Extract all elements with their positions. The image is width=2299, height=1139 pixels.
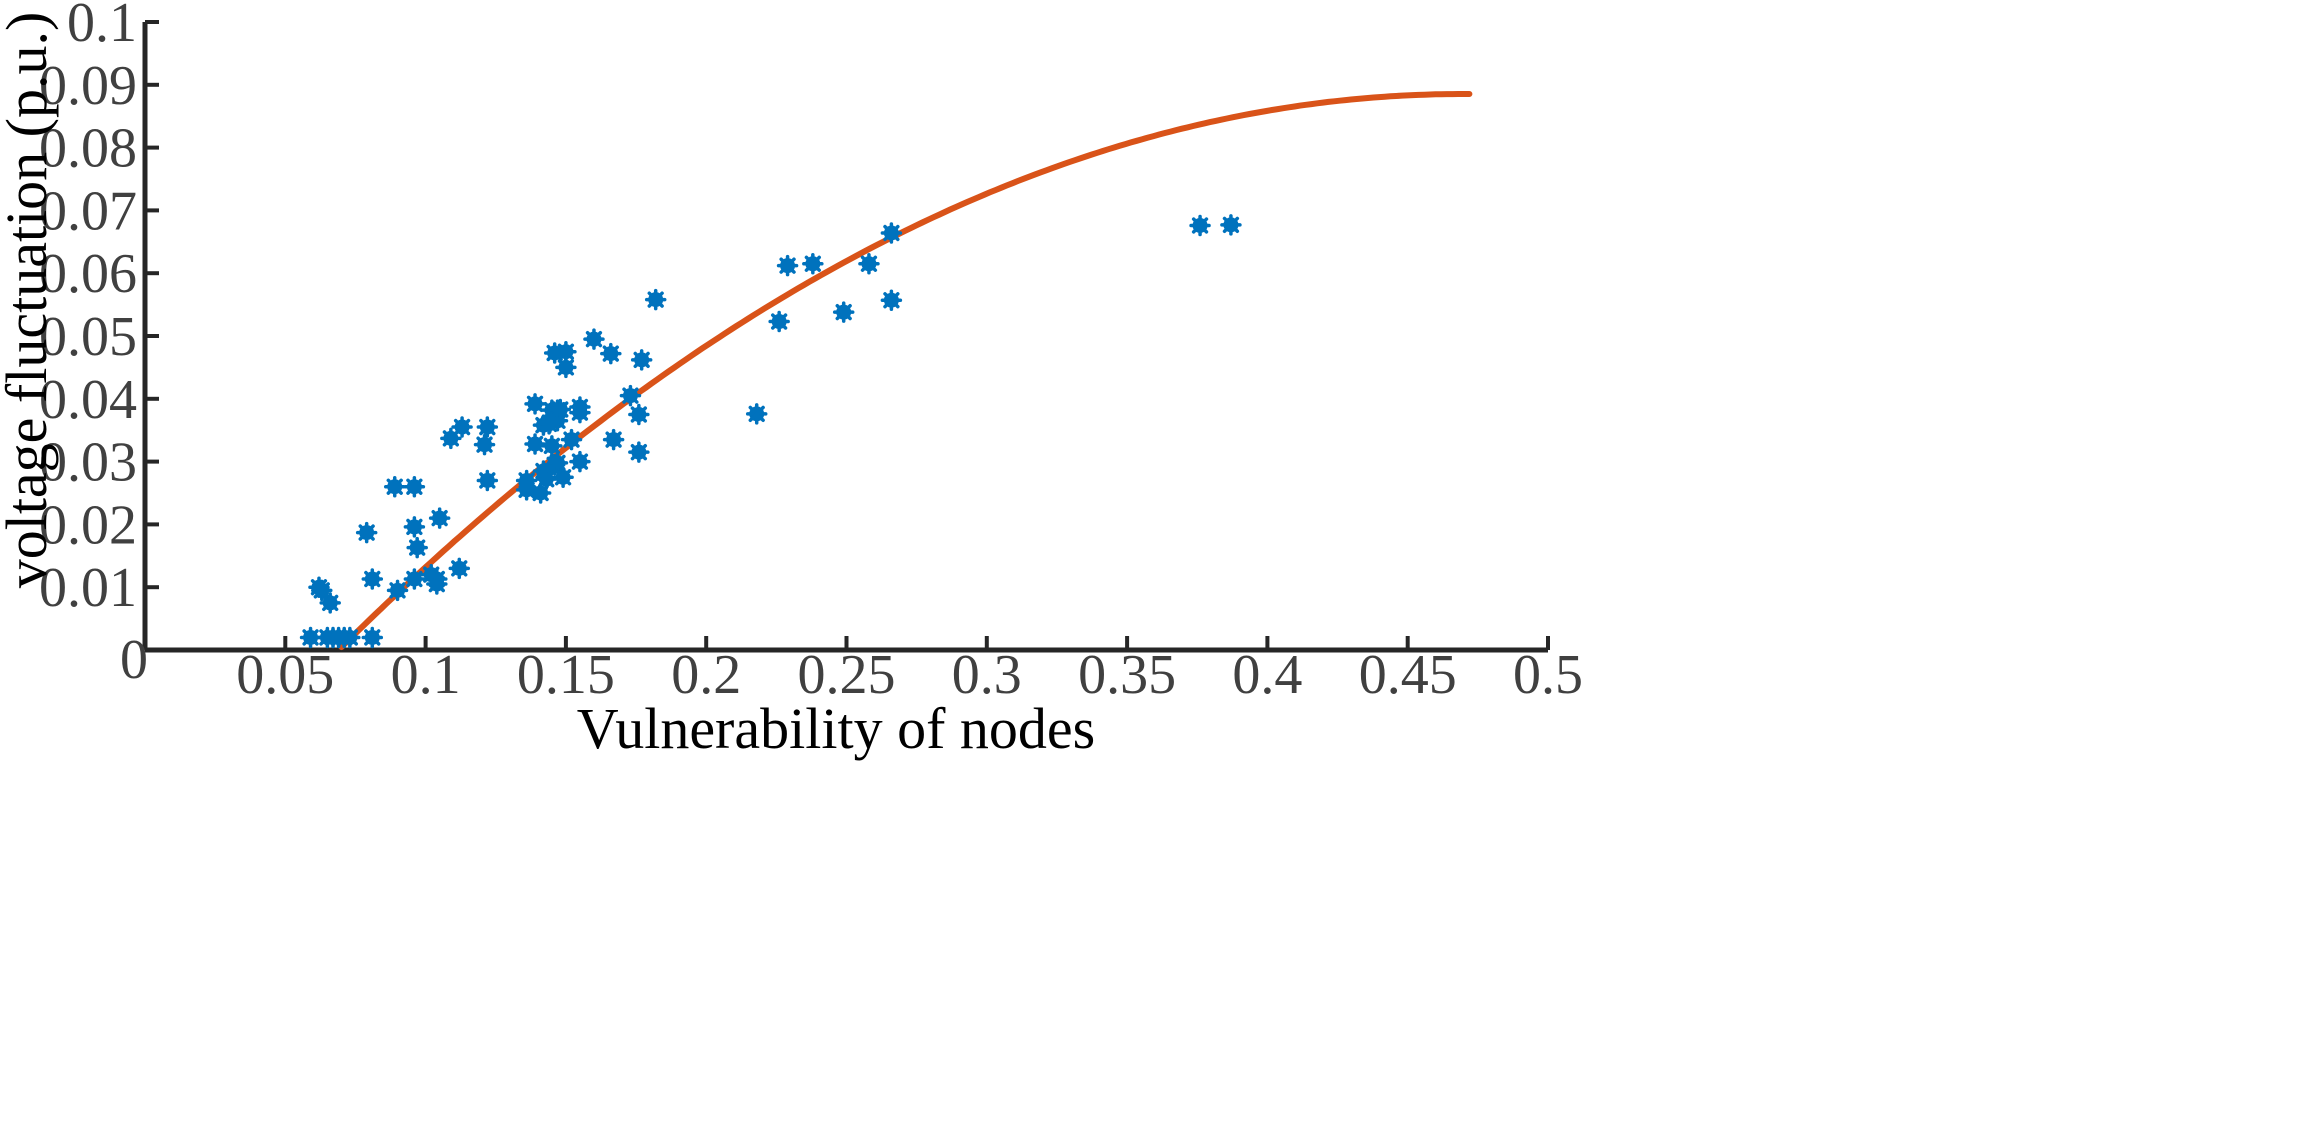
y-tick-label: 0.04	[39, 369, 137, 431]
data-point	[339, 626, 361, 649]
data-points	[299, 214, 1242, 649]
data-point	[524, 433, 546, 455]
x-ticks: 0 0.05 0.1 0.15 0.2 0.25 0.3 0.35 0.4 0.45 0.5	[120, 629, 1583, 706]
y-ticks: 0.010.020.030.040.050.060.070.080.090.1	[39, 0, 159, 619]
data-point	[880, 222, 903, 244]
data-point	[361, 626, 384, 649]
data-point	[569, 401, 591, 424]
data-point	[858, 253, 880, 275]
data-point	[644, 288, 667, 311]
data-point	[515, 479, 538, 501]
data-point	[745, 403, 768, 425]
data-point	[630, 349, 653, 371]
x-tick-label: 0.15	[517, 644, 615, 706]
y-tick-label: 0.09	[39, 55, 137, 117]
x-tick-label: 0	[120, 629, 148, 691]
x-axis-title: Vulnerability of nodes	[577, 696, 1095, 761]
x-tick-label: 0.5	[1513, 644, 1583, 706]
y-tick-label: 0.07	[39, 180, 137, 242]
y-tick-label: 0.06	[39, 243, 137, 305]
data-point	[552, 466, 574, 489]
data-point	[555, 340, 577, 363]
data-point	[311, 579, 333, 602]
data-point	[776, 254, 799, 277]
data-point	[541, 435, 563, 457]
data-point	[386, 579, 409, 602]
axes	[142, 22, 1548, 653]
data-point	[451, 416, 473, 438]
data-point	[476, 469, 499, 492]
y-tick-label: 0.03	[39, 432, 137, 494]
y-tick-label: 0.01	[39, 557, 137, 619]
y-tick-label: 0.1	[67, 0, 137, 54]
data-point	[361, 568, 384, 590]
data-point	[428, 507, 451, 529]
data-point	[355, 521, 378, 544]
data-point	[535, 468, 558, 490]
x-tick-label: 0.2	[671, 644, 741, 706]
data-point	[628, 403, 650, 426]
data-point	[448, 557, 471, 580]
data-point	[319, 592, 341, 614]
data-point	[583, 328, 605, 350]
data-point	[383, 475, 406, 498]
data-point	[600, 342, 622, 365]
data-point	[560, 428, 583, 451]
data-point	[403, 568, 426, 590]
data-point	[768, 310, 790, 333]
data-point	[403, 516, 426, 538]
data-point	[880, 289, 903, 311]
y-tick-label: 0.05	[39, 306, 137, 368]
x-tick-label: 0.45	[1359, 644, 1457, 706]
x-tick-label: 0.05	[236, 644, 334, 706]
data-point	[628, 441, 650, 463]
data-point	[619, 384, 642, 407]
y-tick-label: 0.08	[39, 118, 137, 180]
x-tick-label: 0.1	[391, 644, 461, 706]
data-point	[802, 253, 824, 275]
fit-curve	[338, 91, 1473, 651]
y-tick-label: 0.02	[39, 494, 137, 556]
x-tick-label: 0.3	[952, 644, 1022, 706]
data-point	[403, 475, 426, 498]
data-point	[476, 416, 499, 438]
x-tick-label: 0.35	[1078, 644, 1176, 706]
data-point	[546, 452, 569, 474]
x-tick-label: 0.4	[1232, 644, 1302, 706]
data-point	[1189, 214, 1211, 237]
data-point	[569, 450, 591, 473]
data-point	[524, 393, 546, 415]
data-point	[299, 626, 322, 649]
data-point	[406, 536, 428, 559]
x-tick-label: 0.25	[798, 644, 896, 706]
y-axis-title: voltage fluctuation (p.u.)	[0, 12, 59, 589]
data-point	[555, 356, 577, 379]
data-point	[832, 301, 855, 323]
data-point	[549, 398, 572, 421]
data-point	[426, 573, 448, 595]
data-point	[473, 433, 496, 456]
data-point	[1220, 214, 1242, 236]
data-point	[602, 428, 625, 451]
